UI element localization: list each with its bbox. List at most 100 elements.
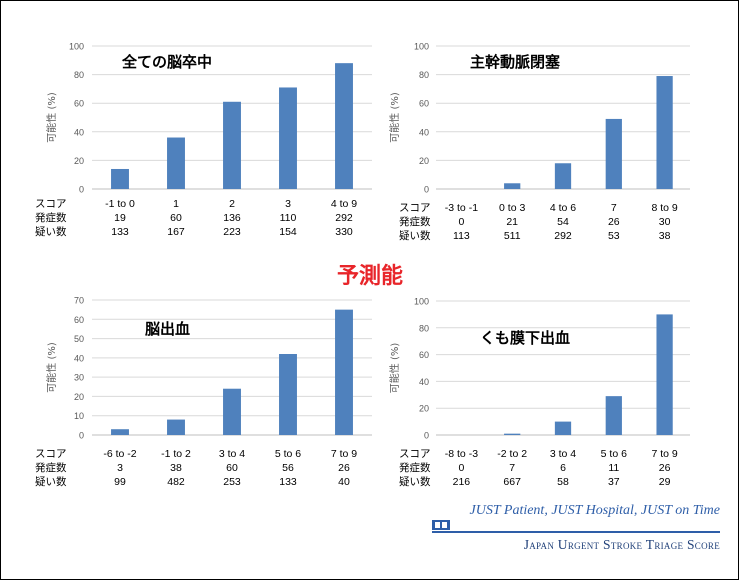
onset-count: 292: [335, 212, 353, 224]
suspected-count: 330: [335, 226, 353, 238]
footer-name: Japan Urgent Stroke Triage Score: [523, 537, 720, 552]
y-tick-label: 0: [79, 185, 84, 195]
suspected-count: 667: [503, 476, 521, 488]
x-tick-label: 7 to 9: [651, 448, 677, 460]
suspected-count: 99: [114, 476, 126, 488]
row-label: スコア: [399, 448, 431, 460]
onset-count: 11: [608, 462, 619, 474]
row-label: 疑い数: [35, 225, 67, 238]
y-tick-label: 10: [74, 411, 84, 421]
row-label: 疑い数: [35, 475, 67, 488]
x-tick-label: 3 to 4: [550, 448, 576, 460]
y-tick-label: 50: [74, 334, 84, 344]
x-tick-label: 1: [173, 198, 179, 210]
y-tick-label: 80: [419, 323, 429, 333]
onset-count: 0: [458, 216, 464, 228]
onset-count: 136: [223, 212, 241, 224]
bar: [111, 168, 129, 189]
bar: [605, 396, 622, 435]
onset-count: 60: [170, 212, 182, 224]
y-tick-label: 100: [69, 42, 84, 52]
y-axis-label: 可能性 (%): [388, 92, 401, 143]
bar: [656, 314, 673, 435]
suspected-count: 29: [659, 476, 671, 488]
chart-title: くも膜下出血: [480, 329, 570, 347]
logo-icon: [432, 520, 450, 530]
footer-slogan: JUST Patient, JUST Hospital, JUST on Tim…: [469, 503, 720, 518]
x-tick-label: 4 to 9: [331, 198, 357, 210]
y-tick-label: 0: [79, 431, 84, 441]
y-tick-label: 40: [419, 127, 429, 137]
y-tick-label: 20: [74, 392, 84, 402]
y-tick-label: 100: [414, 42, 429, 52]
x-tick-label: 5 to 6: [275, 448, 301, 460]
row-label: 疑い数: [399, 475, 431, 488]
x-tick-label: 8 to 9: [651, 202, 677, 214]
bar: [605, 118, 622, 189]
row-label: スコア: [35, 198, 67, 210]
onset-count: 26: [659, 462, 671, 474]
x-tick-label: -1 to 2: [161, 448, 191, 460]
y-tick-label: 60: [419, 350, 429, 360]
onset-count: 110: [280, 212, 297, 224]
bar: [167, 419, 185, 435]
x-tick-label: 5 to 6: [601, 448, 627, 460]
y-tick-label: 80: [419, 70, 429, 80]
y-tick-label: 0: [424, 431, 429, 441]
bar: [335, 309, 353, 435]
row-label: 発症数: [399, 215, 431, 228]
bar: [167, 137, 185, 189]
y-tick-label: 80: [74, 70, 84, 80]
suspected-count: 53: [608, 230, 620, 242]
bar: [554, 163, 572, 189]
x-tick-label: 4 to 6: [550, 202, 576, 214]
onset-count: 54: [557, 216, 569, 228]
onset-count: 38: [170, 462, 182, 474]
suspected-count: 253: [223, 476, 241, 488]
suspected-count: 37: [608, 476, 620, 488]
y-axis-label: 可能性 (%): [388, 343, 401, 394]
suspected-count: 154: [279, 226, 297, 238]
x-tick-label: -6 to -2: [103, 448, 136, 460]
y-axis-label: 可能性 (%): [45, 92, 58, 143]
y-tick-label: 30: [74, 373, 84, 383]
x-tick-label: -3 to -1: [445, 202, 478, 214]
suspected-count: 133: [111, 226, 129, 238]
y-tick-label: 0: [424, 185, 429, 195]
bar: [111, 429, 129, 435]
row-label: 疑い数: [399, 229, 431, 242]
suspected-count: 223: [223, 226, 241, 238]
x-tick-label: -1 to 0: [105, 198, 135, 210]
bar: [279, 354, 297, 435]
bar: [223, 101, 241, 189]
onset-count: 7: [509, 462, 515, 474]
suspected-count: 58: [557, 476, 569, 488]
y-tick-label: 40: [74, 353, 84, 363]
y-tick-label: 20: [74, 156, 84, 166]
suspected-count: 133: [279, 476, 297, 488]
suspected-count: 292: [554, 230, 572, 242]
bar: [504, 433, 521, 435]
bar: [656, 76, 673, 189]
chart-title: 全ての脳卒中: [121, 53, 212, 71]
suspected-count: 511: [504, 230, 521, 242]
row-label: スコア: [399, 202, 431, 214]
chart-title: 主幹動脈閉塞: [470, 53, 561, 71]
row-label: 発症数: [399, 461, 431, 474]
onset-count: 26: [608, 216, 620, 228]
x-tick-label: 7 to 9: [331, 448, 357, 460]
suspected-count: 38: [659, 230, 671, 242]
x-tick-label: 2: [229, 198, 235, 210]
onset-count: 0: [458, 462, 464, 474]
chart-title: 脳出血: [145, 320, 190, 338]
onset-count: 56: [282, 462, 294, 474]
bar: [504, 183, 521, 189]
y-tick-label: 70: [74, 296, 84, 306]
bar: [223, 388, 241, 435]
x-tick-label: 3: [285, 198, 291, 210]
row-label: 発症数: [35, 461, 67, 474]
y-tick-label: 60: [419, 99, 429, 109]
bar: [554, 421, 572, 435]
center-title: 予測能: [336, 264, 403, 289]
